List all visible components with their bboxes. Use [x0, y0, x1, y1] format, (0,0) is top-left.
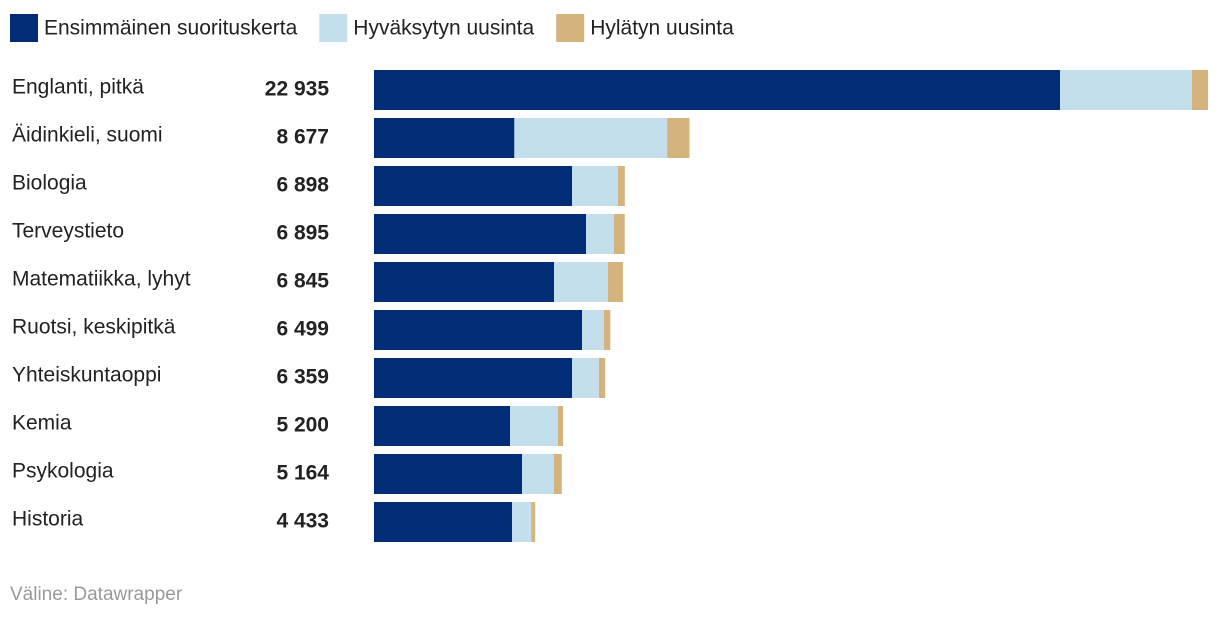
total-label: 22 935	[265, 78, 330, 101]
category-label: Yhteiskuntaoppi	[12, 364, 161, 387]
bar-segment	[514, 118, 668, 158]
bar-segment	[598, 358, 606, 398]
legend-label: Hyväksytyn uusinta	[353, 17, 534, 40]
bar-segment	[554, 262, 608, 302]
bar-segment	[374, 310, 582, 350]
bar-segment	[553, 454, 562, 494]
total-label: 6 359	[276, 366, 329, 389]
bar-segment	[531, 502, 536, 542]
category-label: Historia	[12, 508, 84, 531]
total-label: 4 433	[276, 510, 329, 533]
total-label: 6 499	[276, 318, 329, 341]
total-label: 6 895	[276, 222, 329, 245]
bar-segment	[522, 454, 554, 494]
bar-segment	[510, 406, 558, 446]
total-label: 6 898	[276, 174, 329, 197]
category-label: Englanti, pitkä	[12, 76, 144, 99]
category-label: Biologia	[12, 172, 87, 195]
total-label: 6 845	[276, 270, 329, 293]
bar-segment	[558, 406, 564, 446]
bar-segment	[374, 454, 522, 494]
bar-segment	[374, 166, 572, 206]
bar-segment	[374, 406, 510, 446]
category-label: Kemia	[12, 412, 72, 435]
bar-segment	[1060, 70, 1192, 110]
category-label: Ruotsi, keskipitkä	[12, 316, 176, 339]
bar-segment	[582, 310, 604, 350]
bar-segment	[374, 262, 554, 302]
category-label: Matematiikka, lyhyt	[12, 268, 191, 291]
category-label: Psykologia	[12, 460, 114, 483]
bar-segment	[572, 166, 618, 206]
legend-swatch	[556, 14, 585, 42]
bar-segment	[374, 358, 572, 398]
bar-segment	[667, 118, 690, 158]
total-label: 5 200	[276, 414, 329, 437]
bar-segment	[618, 166, 625, 206]
bar-segment	[608, 262, 623, 302]
source: Väline: Datawrapper	[10, 584, 183, 605]
bar-segment	[512, 502, 532, 542]
bar-segment	[614, 214, 625, 254]
legend-swatch	[10, 14, 38, 42]
legend-label: Ensimmäinen suorituskerta	[44, 17, 298, 40]
category-label: Äidinkieli, suomi	[12, 124, 163, 147]
bar-segment	[604, 310, 611, 350]
bar-segment	[374, 502, 512, 542]
bar-segment	[374, 70, 1060, 110]
bar-segment	[572, 358, 599, 398]
bar-segment	[374, 118, 515, 158]
bar-segment	[1192, 70, 1208, 110]
category-label: Terveystieto	[12, 220, 124, 243]
total-label: 5 164	[276, 462, 329, 485]
legend-label: Hylätyn uusinta	[590, 17, 734, 40]
bar-segment	[586, 214, 614, 254]
total-label: 8 677	[276, 126, 329, 149]
legend-swatch	[319, 14, 348, 42]
bar-segment	[374, 214, 586, 254]
